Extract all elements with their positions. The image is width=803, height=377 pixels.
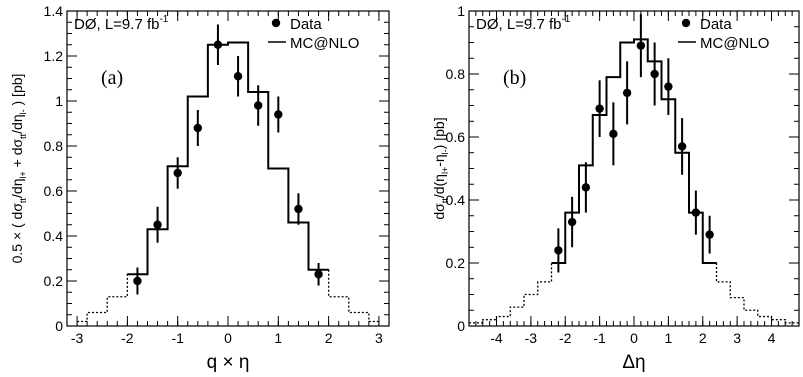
mc-histogram-dotted-right	[715, 262, 799, 324]
y-tick-label: 1.4	[44, 3, 64, 19]
y-tick-label: 1.2	[44, 48, 64, 64]
data-point	[314, 270, 323, 279]
y-axis-subscript: l-	[440, 149, 450, 154]
y-axis-title-text: /d(η	[431, 174, 447, 198]
y-axis-subscript: tt	[18, 198, 28, 204]
data-point	[622, 88, 632, 98]
panel-tag: (a)	[101, 67, 123, 89]
mc-histogram-solid	[551, 38, 717, 264]
y-axis-subscript: tt	[18, 133, 28, 139]
y-axis-title-text: + dσ	[9, 139, 25, 172]
x-tick-label: 0	[630, 330, 638, 346]
x-tick-label: -3	[525, 330, 538, 346]
data-point	[253, 101, 263, 110]
plot-frame	[66, 10, 390, 327]
y-tick-label: 1	[55, 93, 63, 109]
data-point	[294, 204, 303, 214]
experiment-label-text: DØ, L=9.7 fb	[74, 16, 159, 33]
x-tick-label: 1	[274, 330, 282, 346]
data-point	[133, 276, 142, 286]
legend-mc-label: MC@NLO	[700, 35, 769, 52]
y-tick-label: 0.8	[446, 66, 466, 82]
panel-a: 0 0.2 0.4 0.6 0.8 1 1.2 1.4 -3 -2 -1 0 1 2 3 DØ, L=9.7 …	[9, 3, 390, 373]
data-point	[636, 41, 646, 50]
y-axis-subscript: l+	[18, 171, 28, 178]
y-tick-label: 0.2	[446, 255, 466, 271]
data-point	[705, 230, 714, 239]
x-tick-label: -2	[559, 330, 572, 346]
legend-mc-label: MC@NLO	[290, 35, 359, 52]
data-point	[650, 69, 659, 79]
y-axis-title-text: dσ	[431, 203, 447, 220]
y-tick-label: 0.6	[44, 183, 64, 199]
legend-data-label: Data	[700, 16, 732, 33]
data-point	[677, 142, 687, 151]
data-point	[554, 246, 563, 255]
y-axis-title-text: ) [pb]	[431, 117, 447, 149]
experiment-label: DØ, L=9.7 fb-1	[476, 14, 571, 33]
mc-histogram-solid	[127, 41, 329, 276]
x-axis-title: Δη	[622, 352, 645, 373]
y-axis-subscript: tt	[440, 198, 450, 204]
legend-data-marker	[271, 18, 281, 28]
y-axis-title: 0.5 × ( dσtt/dηl+ + dσtt/dηl- ) [pb]	[9, 74, 28, 264]
x-tick-label: -4	[490, 330, 503, 346]
y-axis-title: dσtt/d(ηl+-ηl-) [pb]	[431, 117, 450, 219]
y-axis-title-text: /dη	[9, 114, 25, 133]
y-tick-label: 0.4	[44, 228, 64, 244]
data-point	[664, 82, 673, 91]
y-axis-title-text: -η	[431, 154, 447, 166]
data-point	[233, 72, 243, 81]
mc-histogram-dotted-left	[77, 273, 129, 323]
y-tick-label: 0.4	[446, 192, 466, 208]
x-tick-label: 2	[699, 330, 707, 346]
y-tick-label: 0.2	[44, 273, 64, 289]
mc-histogram-dotted-left	[469, 262, 553, 324]
lumi-exponent: -1	[159, 14, 168, 25]
data-point	[213, 40, 223, 49]
x-tick-label: 2	[325, 330, 333, 346]
data-point	[153, 220, 162, 229]
x-tick-label: 3	[733, 330, 741, 346]
data-point	[609, 129, 618, 139]
panel-tag: (b)	[503, 67, 526, 89]
x-tick-label: 4	[768, 330, 776, 346]
data-point	[581, 183, 591, 192]
y-tick-label: 0	[55, 318, 63, 334]
data-point	[595, 104, 604, 113]
plot-frame	[468, 10, 800, 327]
x-tick-label: -1	[171, 330, 184, 346]
data-point	[274, 110, 283, 119]
mc-histogram-dotted-right	[327, 269, 379, 323]
legend-data-marker	[681, 18, 691, 28]
y-axis-title-text: 0.5 × ( dσ	[9, 203, 25, 264]
y-tick-label: 0.8	[44, 138, 64, 154]
data-point	[567, 217, 577, 227]
data-point	[691, 208, 701, 217]
data-point	[173, 168, 182, 178]
x-tick-label: -2	[121, 330, 134, 346]
x-tick-label: 0	[224, 330, 232, 346]
lumi-exponent: -1	[561, 14, 570, 25]
x-axis-title: q × η	[207, 352, 250, 373]
experiment-label-text: DØ, L=9.7 fb	[476, 16, 561, 33]
x-tick-label: 3	[375, 330, 383, 346]
panel-b: 00.20.40.60.81-4 -3 -2 -1 0 1 2 3 4DØ, L=9.7 fb-…	[431, 3, 800, 373]
x-tick-label: -1	[593, 330, 606, 346]
y-axis-title-text: ) [pb]	[9, 74, 25, 110]
legend-data-label: Data	[290, 16, 322, 33]
y-axis-title-text: /dη	[9, 179, 25, 198]
y-tick-label: 0	[457, 318, 465, 334]
data-point	[193, 123, 203, 133]
x-tick-label: -3	[71, 330, 84, 346]
x-tick-label: 1	[664, 330, 672, 346]
experiment-label: DØ, L=9.7 fb-1	[74, 14, 169, 33]
y-tick-label: 0.6	[446, 129, 466, 145]
y-axis-subscript: l+	[440, 167, 450, 174]
y-tick-label: 1	[457, 3, 465, 19]
y-axis-subscript: l-	[18, 109, 28, 114]
